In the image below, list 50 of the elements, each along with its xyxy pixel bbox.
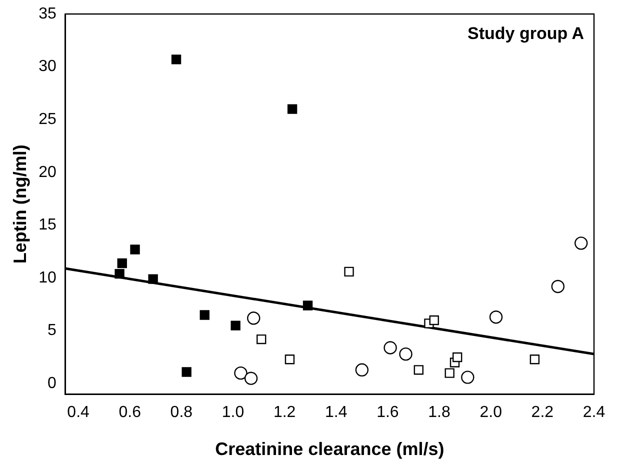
x-tick-label: 0.8	[170, 404, 193, 422]
annotation: Study group A	[468, 24, 584, 44]
point	[117, 258, 127, 268]
y-tick-label: 20	[38, 164, 56, 181]
point	[414, 365, 424, 375]
point	[444, 368, 454, 378]
x-axis-title: Creatinine clearance (ml/s)	[215, 439, 444, 460]
point	[234, 366, 248, 380]
point	[256, 334, 266, 344]
y-tick-label: 0	[47, 375, 56, 392]
point	[344, 266, 354, 277]
point	[244, 372, 258, 385]
point	[302, 300, 313, 310]
point	[182, 367, 192, 377]
x-tick-label: 0.6	[118, 404, 142, 422]
point	[230, 320, 240, 330]
point	[452, 352, 462, 362]
point	[171, 54, 182, 64]
y-tick-label: 10	[38, 269, 56, 286]
x-tick-label: 1.4	[325, 404, 348, 422]
y-tick-label: 35	[38, 5, 56, 22]
point	[200, 310, 210, 320]
x-tick-label: 0.4	[67, 404, 90, 422]
point	[247, 312, 260, 325]
x-tick-label: 2.0	[480, 404, 502, 422]
point	[114, 268, 124, 279]
y-tick-label: 15	[38, 216, 56, 234]
point	[287, 104, 298, 114]
x-tick-label: 1.2	[273, 404, 296, 422]
y-tick-label: 30	[38, 58, 56, 76]
point	[384, 341, 397, 354]
y-tick-label: 5	[47, 322, 56, 340]
point	[530, 354, 540, 364]
point	[461, 370, 474, 384]
point	[148, 274, 158, 284]
x-tick-label: 2.4	[582, 404, 606, 422]
point	[429, 315, 439, 326]
point	[355, 363, 369, 377]
point	[399, 347, 412, 361]
point	[551, 280, 564, 294]
x-tick-label: 1.8	[428, 404, 451, 422]
x-tick-label: 1.6	[376, 404, 399, 422]
point	[489, 310, 503, 324]
y-axis-title: Leptin (ng/ml)	[10, 144, 30, 264]
y-tick-label: 25	[38, 111, 56, 128]
point	[130, 244, 140, 254]
x-tick-label: 2.2	[531, 404, 554, 422]
point	[574, 236, 588, 250]
point	[284, 354, 295, 364]
x-tick-label: 1.0	[222, 404, 244, 422]
